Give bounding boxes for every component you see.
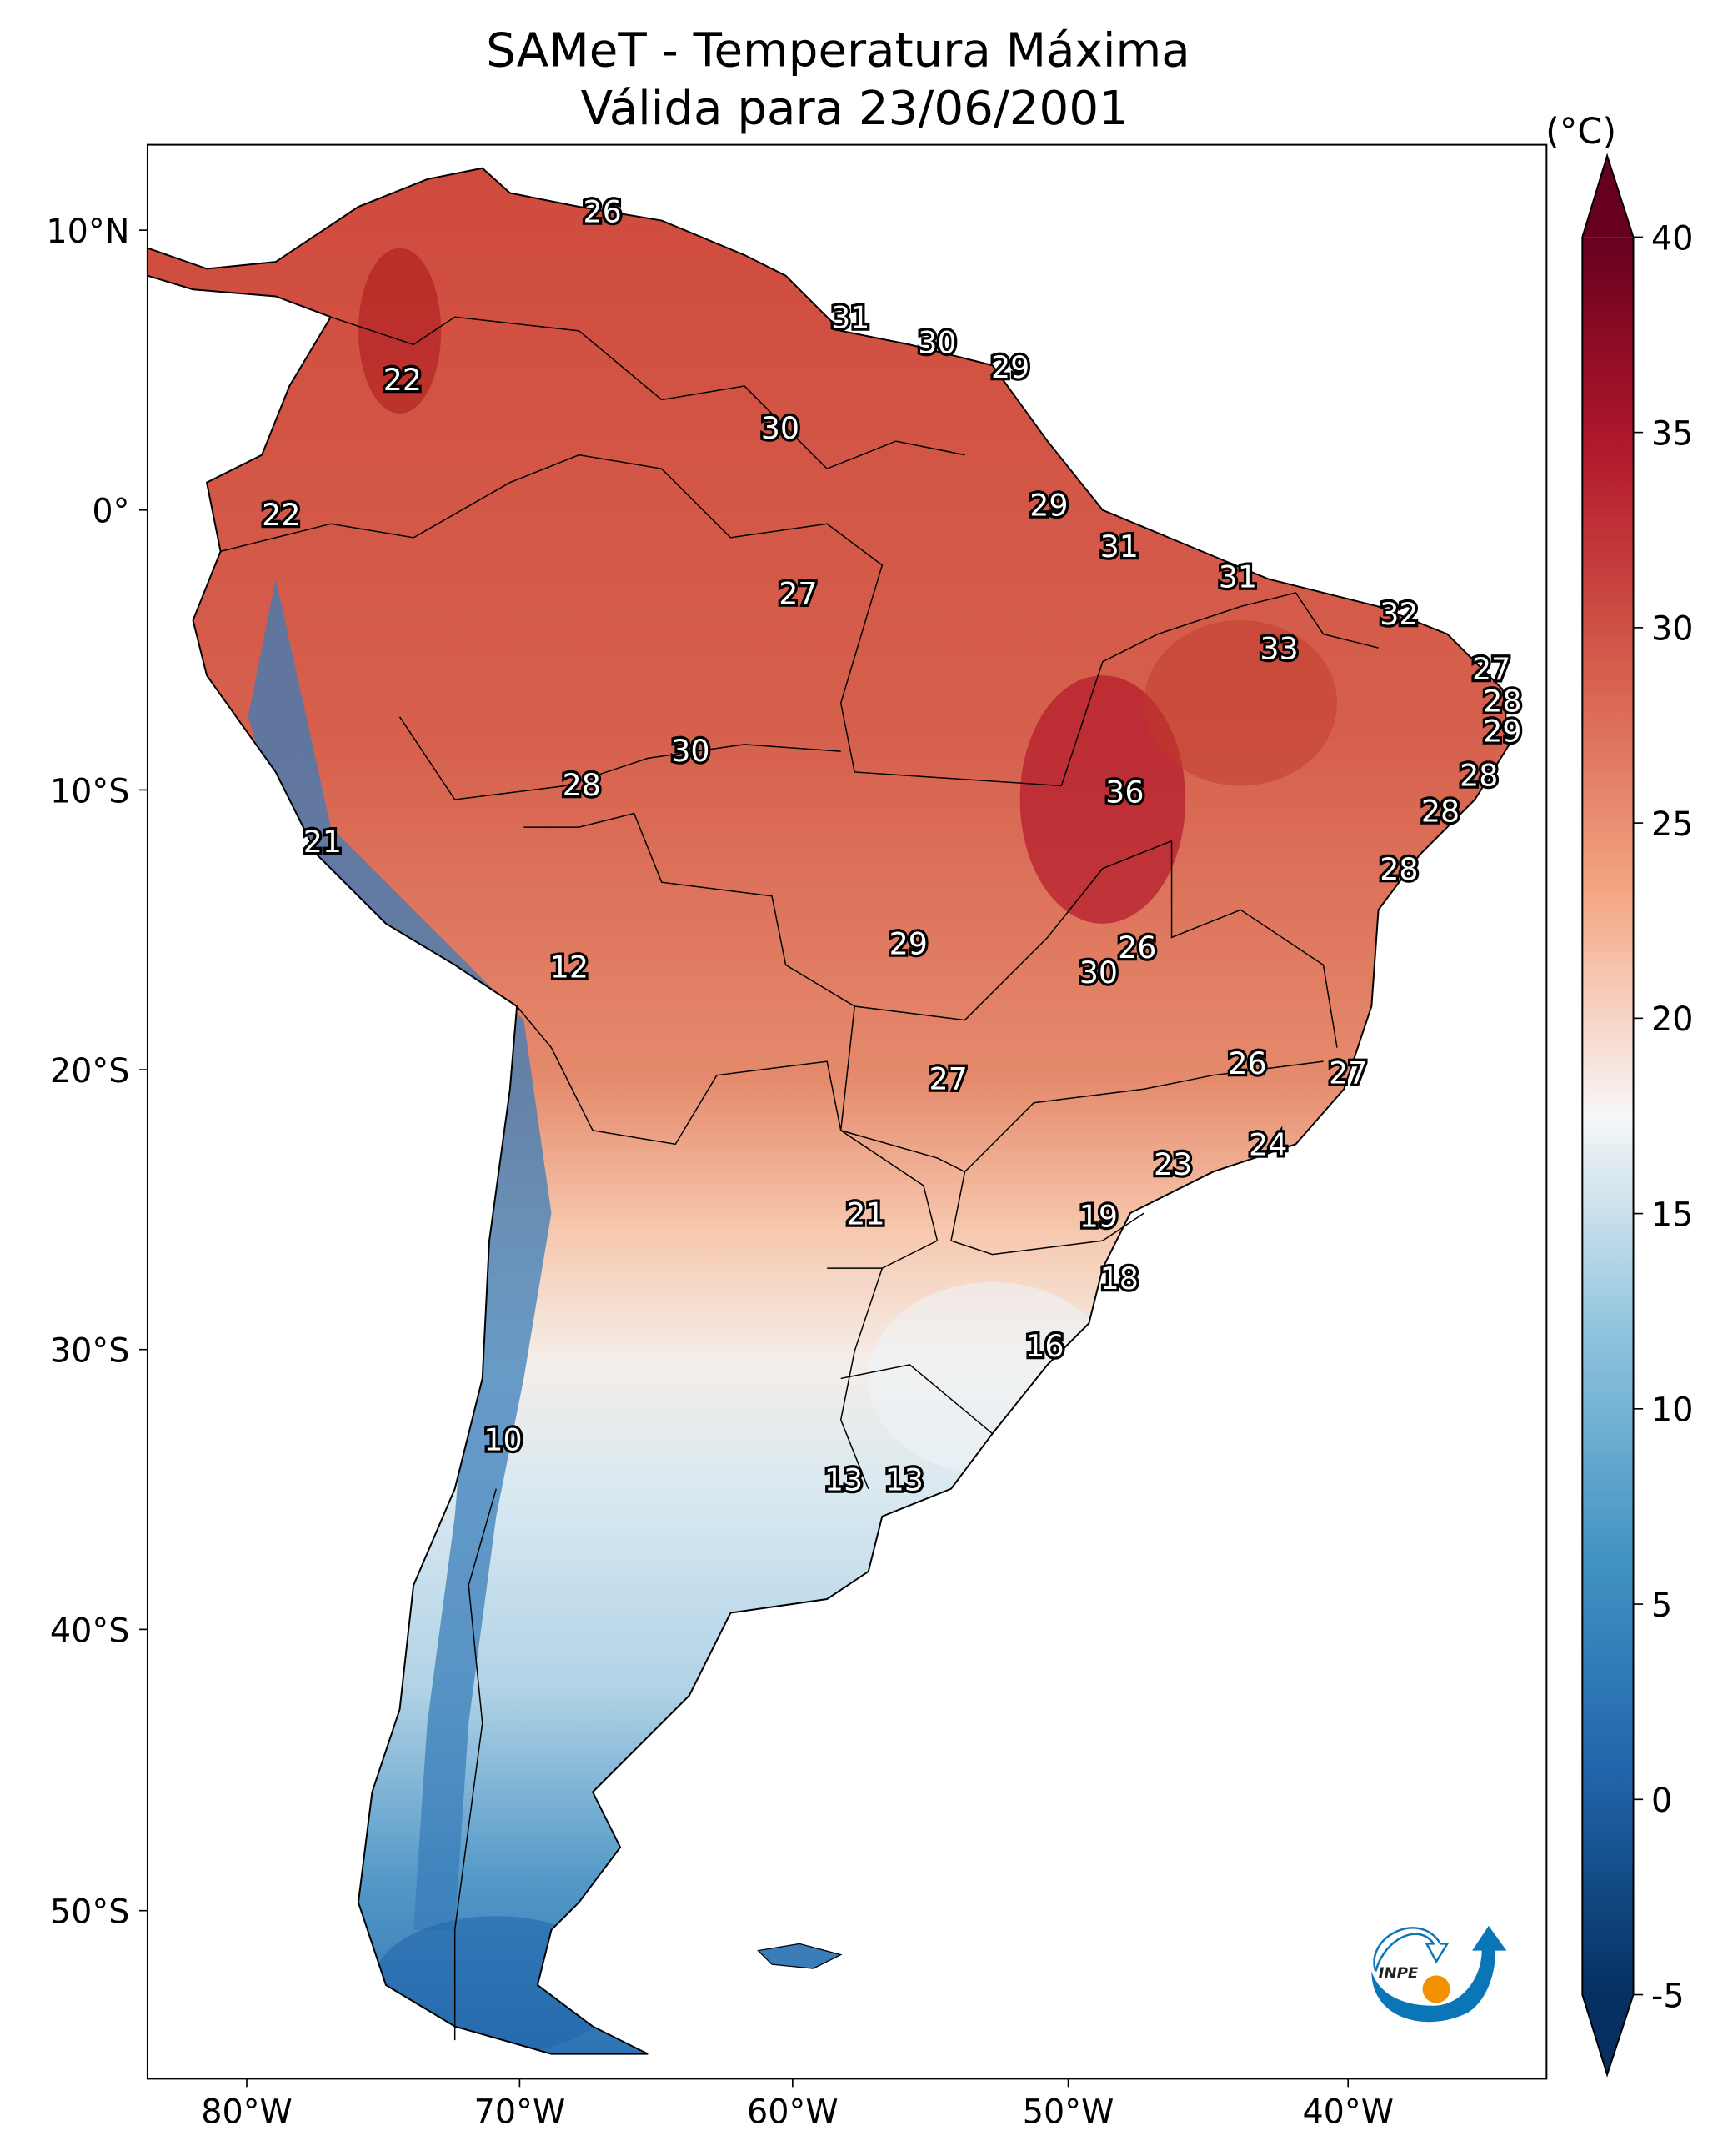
temperature-label: 27 <box>779 575 817 611</box>
colorbar <box>1581 153 1635 2078</box>
colorbar-extend-max <box>1582 155 1634 238</box>
colorbar-tick-label: 10 <box>1651 1391 1693 1430</box>
latitude-tick-label: 10°N <box>46 213 129 251</box>
temperature-label: 10 <box>483 1422 522 1458</box>
longitude-tick-label: 60°W <box>747 2093 839 2131</box>
inpe-logo: INPE <box>1371 1925 1507 2023</box>
longitude-ticks: 80°W 70°W 60°W 50°W 40°W <box>201 2078 1394 2131</box>
colorbar-tick-label: 15 <box>1651 1196 1693 1234</box>
colorbar-tick-label: 0 <box>1651 1782 1672 1820</box>
temperature-label: 13 <box>824 1462 863 1497</box>
temperature-label: 28 <box>1380 851 1418 887</box>
temperature-label: 26 <box>1228 1045 1266 1081</box>
longitude-tick-label: 50°W <box>1023 2093 1114 2131</box>
temperature-label: 27 <box>1472 651 1510 687</box>
svg-text:INPE: INPE <box>1379 1965 1419 1983</box>
colorbar-tick-label: 25 <box>1651 805 1693 844</box>
temperature-label: 29 <box>991 349 1029 385</box>
temperature-label: 12 <box>550 949 589 985</box>
temperature-label: 29 <box>1029 487 1068 523</box>
colorbar-extend-min <box>1582 1994 1634 2075</box>
temperature-label: 28 <box>1421 794 1460 830</box>
colorbar-tick-label: 35 <box>1651 415 1693 454</box>
temperature-label: 30 <box>1079 955 1118 990</box>
temperature-label: 30 <box>918 324 956 360</box>
latitude-tick-label: 10°S <box>50 772 130 810</box>
temperature-label: 18 <box>1100 1261 1139 1296</box>
temperature-label: 22 <box>262 497 300 533</box>
temperature-label: 27 <box>1329 1055 1367 1091</box>
temperature-label: 31 <box>831 300 869 336</box>
temperature-label: 31 <box>1100 529 1139 564</box>
title-line-2: Válida para 23/06/2001 <box>581 82 1129 136</box>
temperature-label: 16 <box>1025 1328 1064 1364</box>
temperature-label: 21 <box>846 1196 884 1231</box>
temperature-label: 29 <box>889 925 928 961</box>
colorbar-tick-label: 40 <box>1651 219 1693 258</box>
temperature-label: 28 <box>1483 683 1521 719</box>
temperature-label: 29 <box>1483 714 1521 750</box>
colorbar-body <box>1582 237 1634 1995</box>
temperature-label: 36 <box>1105 774 1144 810</box>
latitude-tick-label: 0° <box>92 493 129 531</box>
country-borders <box>220 316 1379 2041</box>
latitude-tick-label: 20°S <box>50 1052 130 1091</box>
temperature-label: 31 <box>1219 559 1257 594</box>
map-frame <box>146 143 1548 2080</box>
temperature-label: 30 <box>761 410 799 446</box>
temperature-label: 21 <box>303 824 342 860</box>
latitude-tick-label: 50°S <box>50 1893 130 1932</box>
latitude-ticks: 10°N 0° 10°S 20°S 30°S 40°S 50°S <box>46 213 148 1932</box>
latitude-tick-label: 40°S <box>50 1612 130 1650</box>
temperature-label: 22 <box>383 362 422 398</box>
temperature-label: 33 <box>1260 630 1298 666</box>
temperature-label: 19 <box>1079 1199 1118 1235</box>
latitude-tick-label: 30°S <box>50 1332 130 1371</box>
temperature-label: 26 <box>583 193 621 229</box>
colorbar-tick-label: 30 <box>1651 610 1693 649</box>
temperature-label: 32 <box>1380 596 1418 632</box>
temperature-label: 28 <box>563 767 601 803</box>
temperature-label: 30 <box>671 733 709 769</box>
temperature-label: 28 <box>1460 758 1498 794</box>
colorbar-ticks: 40 35 30 25 20 15 10 5 0 -5 <box>1633 219 1693 2015</box>
title-line-1: SAMeT - Temperatura Máxima <box>486 23 1190 78</box>
longitude-tick-label: 40°W <box>1302 2093 1394 2131</box>
longitude-tick-label: 80°W <box>201 2093 293 2131</box>
falkland-islands <box>757 1943 843 1969</box>
colorbar-tick-label: 5 <box>1651 1587 1672 1625</box>
temperature-label: 27 <box>929 1060 968 1096</box>
temperature-field <box>147 168 1510 2054</box>
colorbar-tick-label: -5 <box>1651 1977 1685 2015</box>
longitude-tick-label: 70°W <box>474 2093 566 2131</box>
temperature-label: 13 <box>885 1462 924 1497</box>
temperature-label: 26 <box>1118 930 1156 965</box>
colorbar-tick-label: 20 <box>1651 1000 1693 1039</box>
colorbar-unit: (°C) <box>1545 111 1616 153</box>
temperature-label: 23 <box>1154 1146 1192 1182</box>
temperature-label: 24 <box>1249 1127 1287 1163</box>
